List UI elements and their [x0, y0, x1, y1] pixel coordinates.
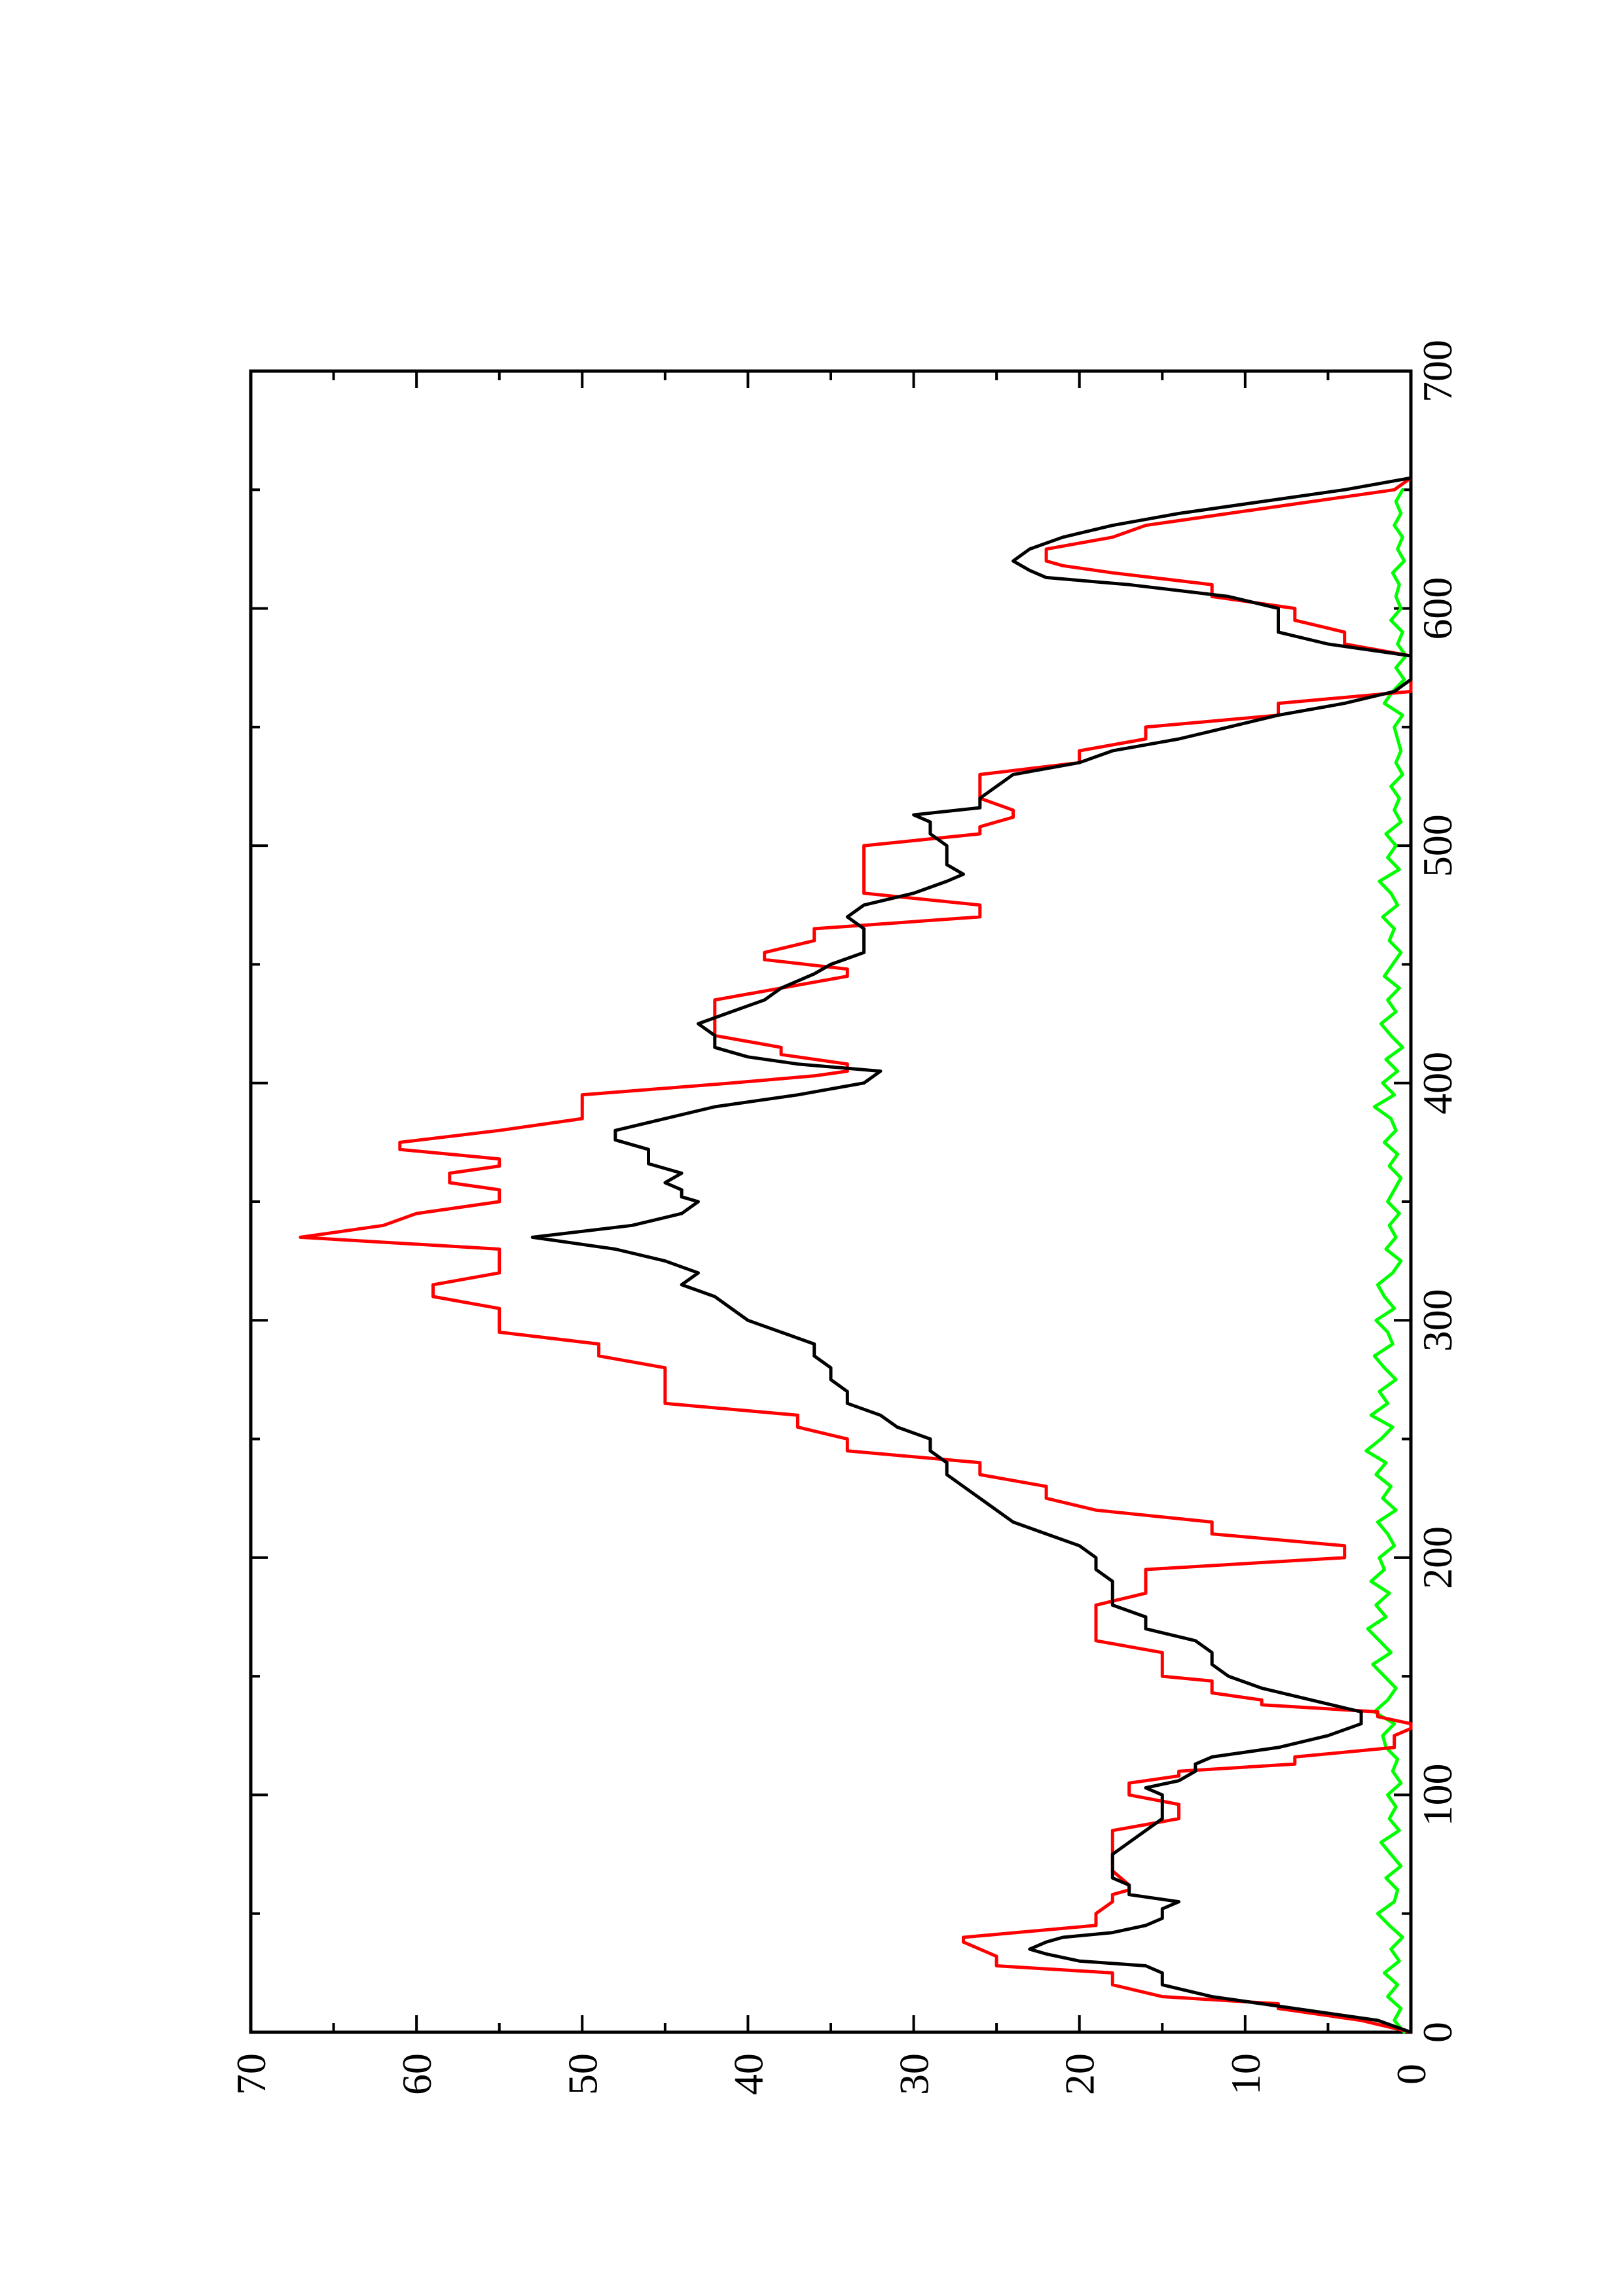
red-step-series-line	[299, 476, 1413, 2034]
y-tick-label: 70	[228, 2053, 274, 2095]
y-tick-label: 40	[725, 2053, 771, 2095]
y-tick-label: 10	[1222, 2053, 1269, 2095]
plot-frame	[249, 369, 1413, 2034]
x-tick-label: 200	[1414, 1526, 1461, 1589]
y-tick-label: 0	[1388, 2064, 1434, 2085]
x-tick-label: 600	[1414, 577, 1461, 640]
y-tick-label: 50	[559, 2053, 606, 2095]
x-tick-label: 400	[1414, 1052, 1461, 1115]
x-tick-label: 500	[1414, 814, 1461, 877]
x-tick-label: 100	[1414, 1763, 1461, 1826]
x-tick-label: 0	[1414, 2022, 1461, 2043]
y-tick-label: 60	[393, 2053, 440, 2095]
y-tick-label: 30	[891, 2053, 938, 2095]
y-tick-label: 20	[1057, 2053, 1103, 2095]
black-series-line	[530, 476, 1413, 2034]
green-series-line	[1364, 488, 1408, 2034]
x-tick-label: 300	[1414, 1289, 1461, 1352]
x-tick-label: 700	[1414, 340, 1461, 403]
plot-area: 0 100 200 300 400 500 600 700 0 10 20 30 40 50 60 70	[228, 340, 1461, 2095]
